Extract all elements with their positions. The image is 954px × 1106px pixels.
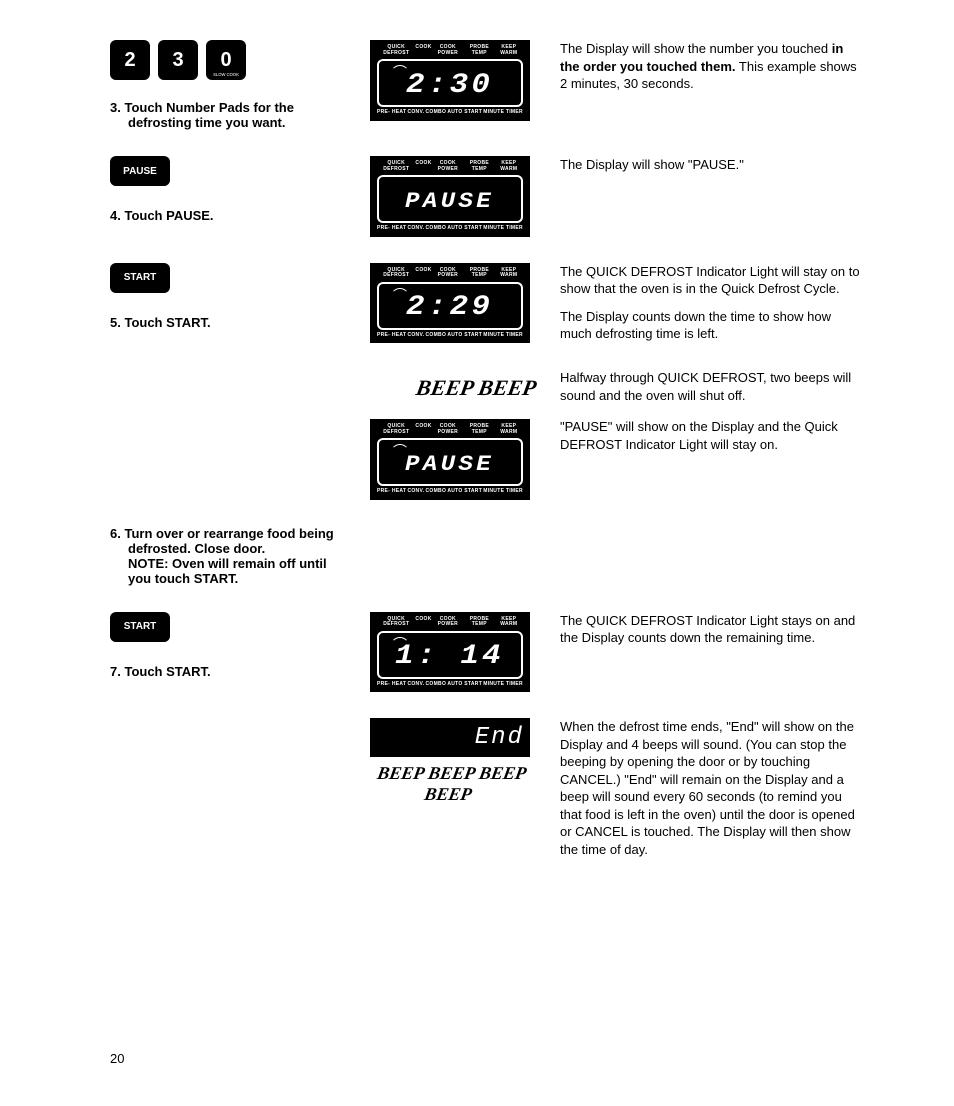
key-0[interactable]: 0SLOW COOK bbox=[206, 40, 246, 80]
start-button[interactable]: START bbox=[110, 612, 170, 642]
step-7: 7. Touch START. bbox=[110, 664, 340, 679]
description: The QUICK DEFROST Indicator Light will s… bbox=[560, 263, 894, 343]
step-number: 4. bbox=[110, 208, 121, 223]
indicator-icon: ⌒ bbox=[393, 288, 407, 302]
step-number: 6. bbox=[110, 526, 121, 541]
step-text: Touch START. bbox=[124, 315, 210, 330]
key-3[interactable]: 3 bbox=[158, 40, 198, 80]
lcd-display: QUICK DEFROSTCOOKCOOK POWERPROBE TEMPKEE… bbox=[370, 40, 530, 121]
step-text: Touch START. bbox=[124, 664, 210, 679]
beep-sound: BEEP BEEP BEEP BEEP bbox=[356, 763, 543, 805]
step-number: 7. bbox=[110, 664, 121, 679]
lcd-value: End bbox=[475, 724, 524, 751]
page-number: 20 bbox=[110, 1051, 124, 1066]
step-4: 4. Touch PAUSE. bbox=[110, 208, 340, 223]
step-3: 3. Touch Number Pads for the defrosting … bbox=[110, 100, 340, 130]
description: The QUICK DEFROST Indicator Light stays … bbox=[560, 612, 894, 647]
key-sublabel: SLOW COOK bbox=[206, 72, 246, 77]
step-text: Turn over or rearrange food being defros… bbox=[124, 526, 333, 556]
key-label: 2 bbox=[124, 49, 135, 72]
lcd-display: QUICK DEFROSTCOOKCOOK POWERPROBE TEMPKEE… bbox=[370, 263, 530, 344]
button-label: START bbox=[124, 621, 157, 632]
lcd-display: QUICK DEFROSTCOOKCOOK POWERPROBE TEMPKEE… bbox=[370, 612, 530, 693]
beep-sound: BEEP BEEP bbox=[358, 375, 543, 401]
lcd-value: PAUSE bbox=[405, 189, 494, 214]
lcd-value: 2:30 bbox=[406, 70, 493, 101]
lcd-value: 2:29 bbox=[406, 292, 493, 323]
button-label: PAUSE bbox=[123, 166, 157, 177]
start-button[interactable]: START bbox=[110, 263, 170, 293]
button-label: START bbox=[124, 272, 157, 283]
description: When the defrost time ends, "End" will s… bbox=[560, 718, 894, 858]
lcd-value: PAUSE bbox=[405, 452, 494, 477]
pause-button[interactable]: PAUSE bbox=[110, 156, 170, 186]
step-number: 3. bbox=[110, 100, 121, 115]
step-text: Touch Number Pads for the defrosting tim… bbox=[124, 100, 294, 130]
step-6: 6. Turn over or rearrange food being def… bbox=[110, 526, 340, 586]
description: The Display will show "PAUSE." bbox=[560, 156, 894, 174]
indicator-icon: ⌒ bbox=[393, 65, 407, 79]
key-label: 0 bbox=[220, 49, 231, 72]
description: Halfway through QUICK DEFROST, two beeps… bbox=[560, 369, 894, 453]
key-label: 3 bbox=[172, 49, 183, 72]
keypad: 2 3 0SLOW COOK bbox=[110, 40, 340, 80]
lcd-display: QUICK DEFROSTCOOKCOOK POWERPROBE TEMPKEE… bbox=[370, 419, 530, 500]
step-text: Touch PAUSE. bbox=[124, 208, 213, 223]
step-number: 5. bbox=[110, 315, 121, 330]
description: The Display will show the number you tou… bbox=[560, 40, 894, 93]
lcd-display: QUICK DEFROSTCOOKCOOK POWERPROBE TEMPKEE… bbox=[370, 156, 530, 237]
lcd-end-display: End bbox=[370, 718, 530, 757]
lcd-value: 1: 14 bbox=[396, 641, 505, 672]
step-note: NOTE: Oven will remain off until you tou… bbox=[128, 556, 327, 586]
step-5: 5. Touch START. bbox=[110, 315, 340, 330]
key-2[interactable]: 2 bbox=[110, 40, 150, 80]
